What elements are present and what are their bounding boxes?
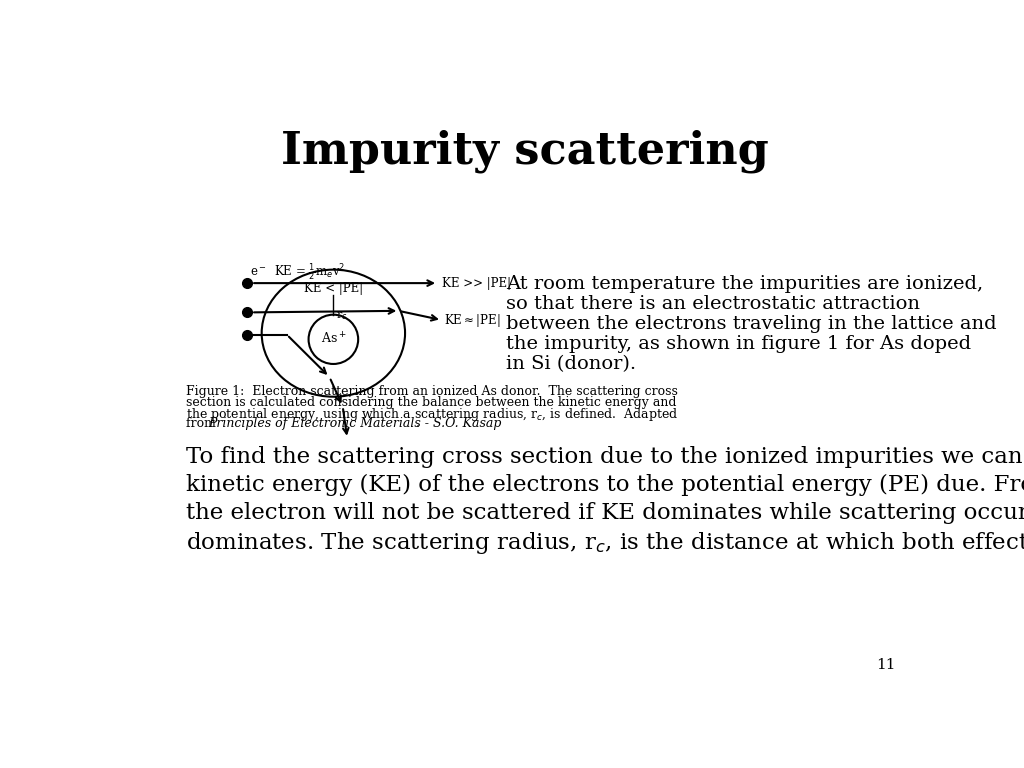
Text: the potential energy, using which a scattering radius, r$_c$, is defined.  Adapt: the potential energy, using which a scat… [186, 406, 678, 423]
Text: KE >> |PE|: KE >> |PE| [442, 276, 511, 290]
Text: As$^+$: As$^+$ [321, 332, 346, 347]
Text: At room temperature the impurities are ionized,: At room temperature the impurities are i… [506, 276, 983, 293]
Text: 11: 11 [876, 658, 895, 672]
Text: kinetic energy (KE) of the electrons to the potential energy (PE) due. From figu: kinetic energy (KE) of the electrons to … [186, 474, 1024, 496]
Text: KE < |PE|: KE < |PE| [304, 282, 362, 295]
Text: section is calculated considering the balance between the kinetic energy and: section is calculated considering the ba… [186, 396, 677, 409]
Text: KE$\approx$|PE|: KE$\approx$|PE| [444, 312, 501, 329]
Text: e$^-$: e$^-$ [251, 266, 267, 279]
Text: Figure 1:  Electron scattering from an ionized As donor.  The scattering cross: Figure 1: Electron scattering from an io… [186, 385, 678, 398]
Text: so that there is an electrostatic attraction: so that there is an electrostatic attrac… [506, 296, 921, 313]
Text: in Si (donor).: in Si (donor). [506, 356, 636, 373]
Text: the impurity, as shown in figure 1 for As doped: the impurity, as shown in figure 1 for A… [506, 336, 972, 353]
Text: the electron will not be scattered if KE dominates while scattering occurs if PE: the electron will not be scattered if KE… [186, 502, 1024, 524]
Text: KE = $\frac{1}{2}$m$_e$v$^2$: KE = $\frac{1}{2}$m$_e$v$^2$ [273, 261, 345, 283]
Text: r$_c$: r$_c$ [336, 310, 347, 322]
Text: Principles of Electronic Materials - S.O. Kasap: Principles of Electronic Materials - S.O… [208, 417, 501, 430]
Text: Impurity scattering: Impurity scattering [281, 129, 769, 173]
Text: To find the scattering cross section due to the ionized impurities we can equate: To find the scattering cross section due… [186, 446, 1024, 468]
Text: between the electrons traveling in the lattice and: between the electrons traveling in the l… [506, 316, 996, 333]
Text: .: . [416, 417, 420, 430]
Text: from: from [186, 417, 220, 430]
Text: dominates. The scattering radius, r$_c$, is the distance at which both effects a: dominates. The scattering radius, r$_c$,… [186, 529, 1024, 555]
